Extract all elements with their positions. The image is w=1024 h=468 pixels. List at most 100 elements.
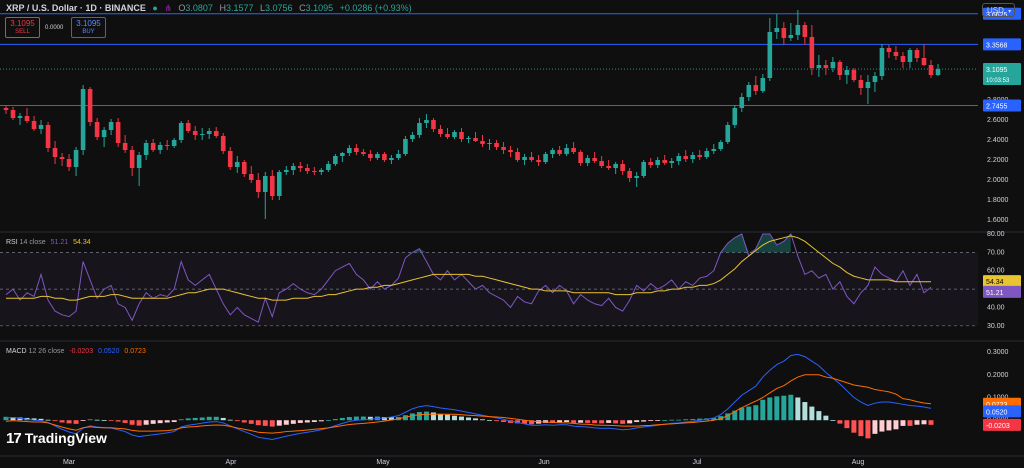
- candle-body: [452, 132, 457, 137]
- candle-body: [340, 153, 345, 156]
- macd-histogram-bar: [339, 417, 345, 421]
- candle-body: [10, 110, 16, 118]
- macd-tick-label: 0.3000: [987, 349, 1009, 356]
- currency-selector[interactable]: USD ▾: [982, 3, 1015, 17]
- macd-histogram-bar: [648, 420, 654, 422]
- candle-body: [157, 145, 163, 150]
- macd-histogram-bar: [690, 419, 696, 421]
- macd-histogram-bar: [199, 417, 205, 421]
- macd-name[interactable]: MACD: [6, 348, 27, 355]
- candle-body: [515, 152, 520, 160]
- time-axis-label: May: [376, 459, 390, 466]
- candle-body: [914, 50, 920, 58]
- candle-body: [220, 136, 226, 151]
- candle-body: [319, 170, 324, 172]
- candle-body: [298, 166, 303, 168]
- candle-body: [38, 125, 44, 129]
- candle-body: [459, 132, 464, 139]
- rsi-name[interactable]: RSI: [6, 239, 18, 246]
- macd-histogram-bar: [262, 420, 268, 426]
- rsi-ma-value: 54.34: [73, 239, 91, 246]
- macd-histogram-bar: [353, 416, 359, 421]
- candle-body: [199, 134, 205, 135]
- level-price-tag: 2.7455: [986, 103, 1008, 110]
- candle-body: [192, 131, 198, 135]
- candle-body: [255, 180, 261, 192]
- macd-histogram-bar: [59, 420, 65, 423]
- macd-histogram-bar: [185, 418, 191, 421]
- macd-hist-tag: -0.0203: [986, 423, 1010, 430]
- macd-histogram-bar: [94, 419, 100, 421]
- macd-histogram-bar: [641, 420, 647, 422]
- candle-body: [872, 76, 878, 82]
- candle-body: [94, 122, 100, 137]
- macd-hist-value: -0.0203: [69, 348, 94, 355]
- candle-body: [571, 148, 576, 152]
- candle-body: [382, 154, 387, 160]
- macd-histogram-bar: [416, 412, 422, 421]
- rsi-tick-label: 70.00: [987, 249, 1005, 256]
- macd-histogram-bar: [220, 417, 226, 421]
- macd-histogram-bar: [409, 413, 415, 421]
- countdown-label: 10:03:53: [986, 78, 1010, 84]
- candle-body: [403, 139, 408, 154]
- macd-histogram-bar: [767, 397, 773, 421]
- macd-histogram-bar: [522, 420, 528, 424]
- macd-histogram-bar: [550, 420, 556, 423]
- candle-body: [739, 97, 745, 108]
- symbol-title[interactable]: XRP / U.S. Dollar · 1D · BINANCE: [6, 3, 146, 13]
- macd-histogram-bar: [52, 420, 58, 422]
- rsi-legend: RSI 14 close 51.21 54.34: [6, 239, 91, 246]
- candle-body: [837, 62, 843, 75]
- macd-hist-tag-bg: [983, 418, 1021, 431]
- macd-histogram-bar: [108, 420, 114, 422]
- macd-histogram-bar: [487, 420, 493, 422]
- level-price-tag: 3.3568: [986, 42, 1008, 49]
- price-tick-label: 2.2000: [987, 157, 1009, 164]
- rsi-ma-tag-bg: [983, 275, 1021, 288]
- macd-histogram-bar: [802, 402, 808, 421]
- candle-body: [410, 135, 415, 139]
- macd-histogram-bar: [606, 420, 612, 423]
- macd-histogram-bar: [367, 416, 373, 421]
- macd-signal-tag: 0.0723: [986, 402, 1008, 409]
- candle-body: [389, 158, 394, 160]
- buy-button[interactable]: 3.1095 BUY: [71, 17, 106, 38]
- sell-button[interactable]: 3.1095 SELL: [5, 17, 40, 38]
- candle-body: [830, 62, 836, 68]
- candle-body: [354, 148, 359, 152]
- candle-body: [108, 122, 114, 130]
- candle-body: [375, 154, 380, 158]
- macd-histogram-bar: [234, 420, 240, 422]
- macd-signal-line: [5, 374, 932, 434]
- macd-histogram-bar: [241, 420, 247, 423]
- macd-histogram-bar: [753, 405, 759, 421]
- low-value: 3.0756: [265, 3, 293, 13]
- candle-body: [781, 28, 787, 38]
- macd-histogram-bar: [311, 420, 317, 423]
- level-price-tag-bg: [983, 38, 1021, 51]
- share-icon[interactable]: ⋔: [164, 3, 172, 13]
- candle-body: [326, 164, 331, 170]
- candle-body: [424, 120, 429, 123]
- candle-body: [431, 120, 436, 129]
- macd-histogram-bar: [914, 420, 920, 425]
- spread-value: 0.0000: [45, 25, 64, 31]
- macd-histogram-bar: [732, 410, 738, 421]
- buy-label: BUY: [82, 29, 95, 35]
- candle-body: [655, 160, 660, 165]
- macd-histogram-bar: [451, 415, 457, 421]
- candle-body: [851, 70, 857, 80]
- status-dot-icon: ●: [152, 3, 158, 13]
- macd-histogram-bar: [844, 420, 850, 429]
- price-tick-label: 2.0000: [987, 177, 1009, 184]
- macd-histogram-bar: [823, 415, 829, 421]
- macd-histogram-bar: [360, 416, 366, 421]
- candle-body: [480, 141, 485, 144]
- macd-histogram-bar: [164, 420, 170, 423]
- macd-legend: MACD 12 26 close -0.0203 0.0520 0.0723: [6, 348, 146, 355]
- macd-histogram-bar: [248, 420, 254, 424]
- macd-histogram-bar: [423, 411, 429, 421]
- candle-body: [641, 162, 646, 176]
